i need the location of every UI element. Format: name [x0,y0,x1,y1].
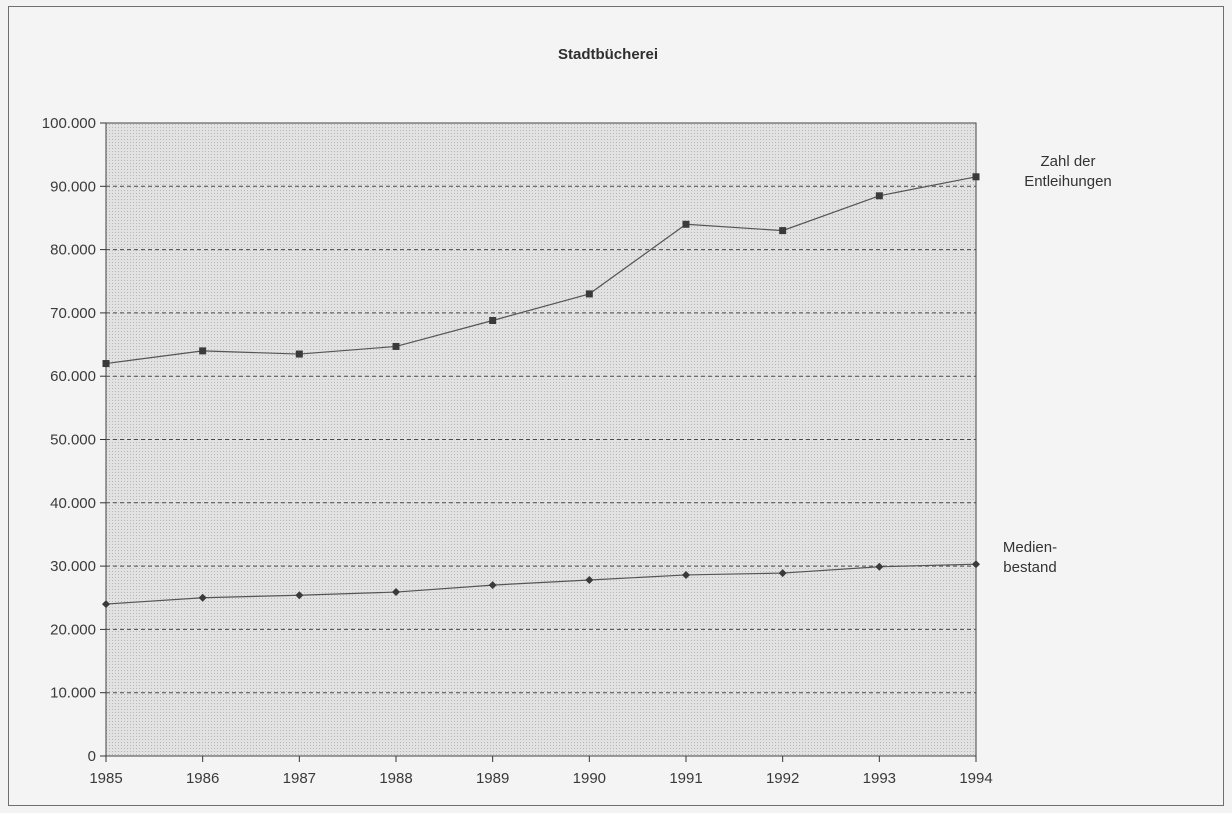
y-tick-label: 0 [88,748,96,765]
x-tick-label: 1986 [186,770,219,787]
y-tick-label: 60.000 [50,368,96,385]
axes: 0 10.000 20.000 30.000 40.000 50.000 60.000 70.… [42,115,993,787]
series-label-line: Entleihungen [1024,173,1112,190]
data-point [199,347,207,355]
y-tick-label: 20.000 [50,621,96,638]
data-point [682,220,690,228]
series-line-2 [105,563,977,605]
data-point [585,576,594,585]
data-point [972,173,980,181]
chart-title: Stadtbücherei [558,46,658,63]
data-point [102,360,110,368]
data-point [392,342,400,350]
x-tick-label: 1992 [766,770,799,787]
data-point [295,350,303,358]
y-tick-label: 70.000 [50,305,96,322]
y-tick-label: 10.000 [50,685,96,702]
data-point [102,600,110,609]
data-point [682,570,690,579]
data-point [392,588,400,597]
x-tick-label: 1989 [476,770,509,787]
data-point [585,290,593,298]
x-tick-label: 1994 [959,770,992,787]
y-tick-label: 50.000 [50,432,96,449]
data-point [875,562,884,571]
data-point [875,192,883,200]
data-point [198,593,207,602]
x-tick-label: 1985 [89,770,122,787]
series-label-2: Medien-bestand [1003,539,1057,576]
data-point [778,569,787,578]
series-labels: Zahl der Entleihungen Medien-bestand [1003,153,1112,576]
data-point [488,581,497,590]
y-tick-label: 40.000 [50,495,96,512]
series-label-line: Zahl der [1040,153,1095,170]
x-tick-label: 1988 [379,770,412,787]
series-label-line: Medien- [1003,539,1057,556]
x-tick-label: 1987 [283,770,316,787]
series-layer [102,173,980,609]
x-tick-label: 1993 [863,770,896,787]
y-tick-label: 80.000 [50,242,96,259]
series-line-1 [105,176,977,365]
x-tick-label: 1990 [573,770,606,787]
y-tick-label: 30.000 [50,558,96,575]
y-tick-label: 90.000 [50,178,96,195]
y-tick-label: 100.000 [42,115,96,132]
data-point [489,316,497,324]
series-label-line: bestand [1003,559,1056,576]
x-tick-label: 1991 [669,770,702,787]
data-point [295,591,304,600]
data-point [972,560,980,569]
series-label-1: Zahl der Entleihungen [1024,153,1112,190]
data-point [779,227,787,235]
gridlines [106,185,976,694]
